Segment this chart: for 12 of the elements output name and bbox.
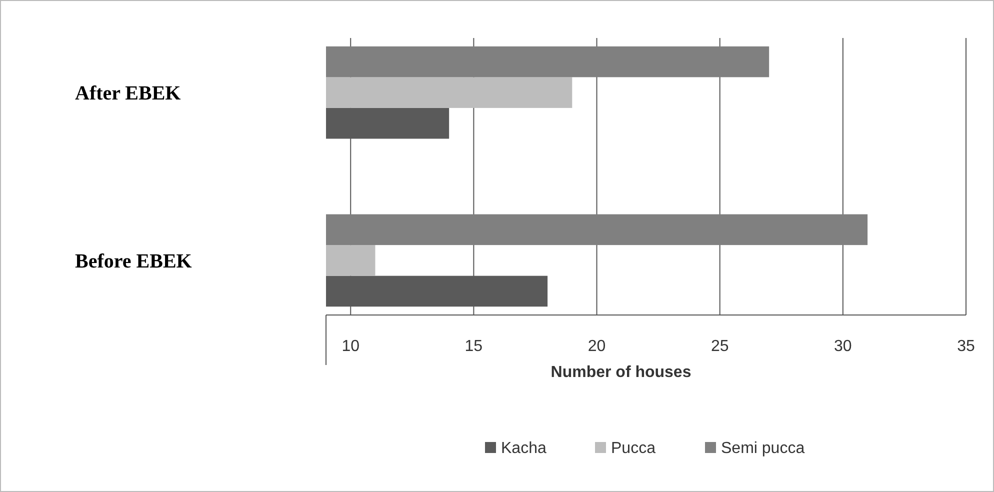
x-tick-label: 15 — [464, 338, 483, 355]
x-tick-label: 30 — [834, 338, 852, 355]
legend-label: Pucca — [611, 440, 656, 457]
legend-label: Semi pucca — [721, 440, 805, 457]
x-tick-label: 35 — [957, 338, 975, 355]
x-tick-label: 10 — [342, 338, 360, 355]
legend-label: Kacha — [501, 440, 546, 457]
y-tick-label: Before EBEK — [75, 250, 192, 272]
x-tick-label: 25 — [710, 338, 729, 355]
x-axis-title: Number of houses — [550, 364, 692, 381]
y-tick-label: After EBEK — [75, 82, 182, 105]
x-tick-label: 20 — [588, 338, 606, 355]
